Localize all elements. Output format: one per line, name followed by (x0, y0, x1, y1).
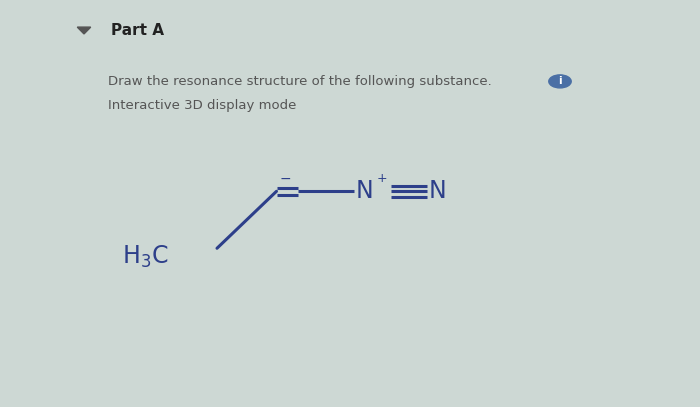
Text: i: i (558, 77, 562, 86)
Circle shape (549, 75, 571, 88)
Text: N: N (356, 179, 373, 203)
Text: Part A: Part A (111, 23, 164, 38)
Polygon shape (77, 27, 91, 34)
Text: Draw the resonance structure of the following substance.: Draw the resonance structure of the foll… (108, 75, 492, 88)
Text: −: − (280, 172, 291, 186)
Text: H$_3$C: H$_3$C (122, 243, 168, 269)
Text: N: N (428, 179, 446, 203)
Text: Interactive 3D display mode: Interactive 3D display mode (108, 99, 297, 112)
Text: +: + (377, 172, 387, 185)
